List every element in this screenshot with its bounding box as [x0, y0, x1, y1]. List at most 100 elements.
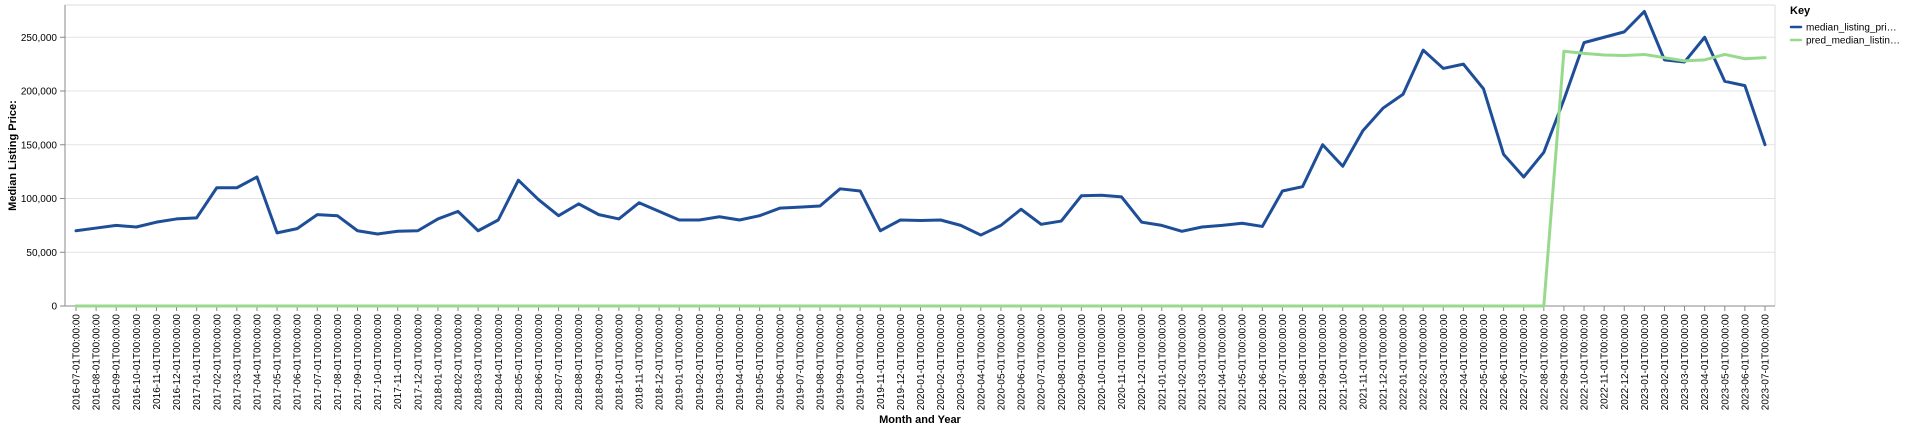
x-tick-label: 2018-12-01T00:00:00	[655, 314, 666, 411]
x-tick-label: 2021-02-01T00:00:00	[1177, 314, 1188, 411]
x-tick-label: 2023-02-01T00:00:00	[1660, 314, 1671, 411]
x-tick-label: 2016-07-01T00:00:00	[72, 314, 83, 411]
x-tick-label: 2021-05-01T00:00:00	[1238, 314, 1249, 411]
x-tick-label: 2020-05-01T00:00:00	[996, 314, 1007, 411]
x-tick-label: 2019-03-01T00:00:00	[715, 314, 726, 411]
x-tick-label: 2016-12-01T00:00:00	[172, 314, 183, 411]
x-tick-label: 2019-05-01T00:00:00	[755, 314, 766, 411]
x-tick-label: 2016-11-01T00:00:00	[152, 314, 163, 410]
y-tick-label: 100,000	[21, 194, 58, 205]
x-tick-label: 2022-12-01T00:00:00	[1620, 314, 1631, 411]
x-tick-label: 2017-09-01T00:00:00	[353, 314, 364, 411]
x-tick-label: 2021-11-01T00:00:00	[1358, 314, 1369, 410]
legend-label-2: pred_median_listin…	[1806, 36, 1900, 47]
x-tick-label: 2020-07-01T00:00:00	[1037, 314, 1048, 411]
x-tick-label: 2019-01-01T00:00:00	[675, 314, 686, 411]
x-tick-label: 2021-07-01T00:00:00	[1278, 314, 1289, 411]
x-tick-label: 2020-06-01T00:00:00	[1017, 314, 1028, 411]
x-tick-label: 2018-07-01T00:00:00	[554, 314, 565, 411]
x-tick-label: 2017-02-01T00:00:00	[212, 314, 223, 411]
y-tick-label: 50,000	[26, 248, 57, 259]
x-tick-label: 2019-12-01T00:00:00	[896, 314, 907, 411]
x-tick-label: 2022-05-01T00:00:00	[1479, 314, 1490, 411]
x-tick-label: 2017-12-01T00:00:00	[413, 314, 424, 411]
y-axis: 0 50,000 100,000 150,000 200,000 250,000	[21, 33, 65, 313]
x-tick-label: 2020-03-01T00:00:00	[956, 314, 967, 411]
x-tick-label: 2022-03-01T00:00:00	[1439, 314, 1450, 411]
x-tick-label: 2017-11-01T00:00:00	[393, 314, 404, 410]
x-tick-label: 2018-01-01T00:00:00	[433, 314, 444, 411]
x-tick-label: 2020-11-01T00:00:00	[1117, 314, 1128, 410]
x-tick-label: 2022-02-01T00:00:00	[1419, 314, 1430, 411]
y-tick-label: 200,000	[21, 87, 58, 98]
x-tick-label: 2019-11-01T00:00:00	[876, 314, 887, 410]
x-tick-label: 2017-06-01T00:00:00	[293, 314, 304, 411]
x-tick-label: 2016-08-01T00:00:00	[92, 314, 103, 411]
plot-frame	[64, 4, 1776, 307]
x-tick-label: 2017-05-01T00:00:00	[273, 314, 284, 411]
y-tick-label: 0	[51, 302, 57, 313]
x-tick-label: 2023-03-01T00:00:00	[1680, 314, 1691, 411]
x-tick-label: 2020-04-01T00:00:00	[976, 314, 987, 411]
x-axis: 2016-07-01T00:00:00 2016-08-01T00:00:00 20…	[72, 306, 1772, 410]
x-tick-label: 2018-03-01T00:00:00	[474, 314, 485, 411]
x-tick-label: 2021-12-01T00:00:00	[1378, 314, 1389, 411]
x-tick-label: 2021-04-01T00:00:00	[1218, 314, 1229, 411]
x-axis-title: Month and Year	[879, 414, 961, 426]
x-tick-label: 2017-08-01T00:00:00	[333, 314, 344, 411]
x-tick-label: 2017-10-01T00:00:00	[373, 314, 384, 411]
x-tick-label: 2020-10-01T00:00:00	[1097, 314, 1108, 411]
x-tick-label: 2020-09-01T00:00:00	[1077, 314, 1088, 411]
x-tick-label: 2019-08-01T00:00:00	[815, 314, 826, 411]
x-tick-label: 2022-11-01T00:00:00	[1600, 314, 1611, 410]
x-tick-label: 2022-07-01T00:00:00	[1519, 314, 1530, 411]
x-tick-label: 2020-08-01T00:00:00	[1057, 314, 1068, 411]
x-tick-label: 2019-09-01T00:00:00	[836, 314, 847, 411]
y-axis-title: Median Listing Price:	[7, 100, 19, 211]
x-tick-label: 2019-10-01T00:00:00	[856, 314, 867, 411]
grid	[65, 36, 1775, 253]
x-tick-label: 2023-05-01T00:00:00	[1720, 314, 1731, 411]
x-tick-label: 2021-10-01T00:00:00	[1338, 314, 1349, 411]
y-tick-label: 150,000	[21, 140, 58, 151]
x-tick-label: 2018-06-01T00:00:00	[534, 314, 545, 411]
x-tick-label: 2018-04-01T00:00:00	[494, 314, 505, 411]
x-tick-label: 2020-12-01T00:00:00	[1137, 314, 1148, 411]
x-tick-label: 2023-01-01T00:00:00	[1640, 314, 1651, 411]
x-tick-label: 2018-08-01T00:00:00	[574, 314, 585, 411]
x-tick-label: 2018-05-01T00:00:00	[514, 314, 525, 411]
legend-title: Key	[1790, 5, 1811, 17]
x-tick-label: 2022-10-01T00:00:00	[1580, 314, 1591, 411]
x-tick-label: 2022-06-01T00:00:00	[1499, 314, 1510, 411]
x-tick-label: 2019-02-01T00:00:00	[695, 314, 706, 411]
x-tick-label: 2022-09-01T00:00:00	[1559, 314, 1570, 411]
x-tick-label: 2022-01-01T00:00:00	[1399, 314, 1410, 411]
x-tick-label: 2016-09-01T00:00:00	[112, 314, 123, 411]
x-tick-label: 2022-04-01T00:00:00	[1459, 314, 1470, 411]
x-tick-label: 2017-01-01T00:00:00	[192, 314, 203, 411]
x-tick-label: 2019-04-01T00:00:00	[735, 314, 746, 411]
y-tick-label: 250,000	[21, 33, 58, 44]
x-tick-label: 2018-10-01T00:00:00	[614, 314, 625, 411]
x-tick-label: 2021-09-01T00:00:00	[1318, 314, 1329, 411]
x-tick-label: 2018-02-01T00:00:00	[454, 314, 465, 411]
x-tick-label: 2022-08-01T00:00:00	[1539, 314, 1550, 411]
x-tick-label: 2017-03-01T00:00:00	[232, 314, 243, 411]
x-tick-label: 2023-04-01T00:00:00	[1700, 314, 1711, 411]
x-tick-label: 2018-11-01T00:00:00	[635, 314, 646, 410]
legend-label-1: median_listing_pri…	[1806, 23, 1897, 34]
x-tick-label: 2021-06-01T00:00:00	[1258, 314, 1269, 411]
x-tick-label: 2021-01-01T00:00:00	[1157, 314, 1168, 411]
x-tick-label: 2019-06-01T00:00:00	[775, 314, 786, 411]
x-tick-label: 2021-08-01T00:00:00	[1298, 314, 1309, 411]
x-tick-label: 2023-07-01T00:00:00	[1761, 314, 1772, 411]
x-tick-label: 2023-06-01T00:00:00	[1740, 314, 1751, 411]
x-tick-label: 2016-10-01T00:00:00	[132, 314, 143, 411]
legend: Key median_listing_pri… pred_median_listi…	[1789, 5, 1900, 47]
series-line-1	[74, 9, 1767, 237]
x-tick-label: 2018-09-01T00:00:00	[594, 314, 605, 411]
x-tick-label: 2020-02-01T00:00:00	[936, 314, 947, 411]
x-tick-label: 2020-01-01T00:00:00	[916, 314, 927, 411]
x-tick-label: 2019-07-01T00:00:00	[795, 314, 806, 411]
